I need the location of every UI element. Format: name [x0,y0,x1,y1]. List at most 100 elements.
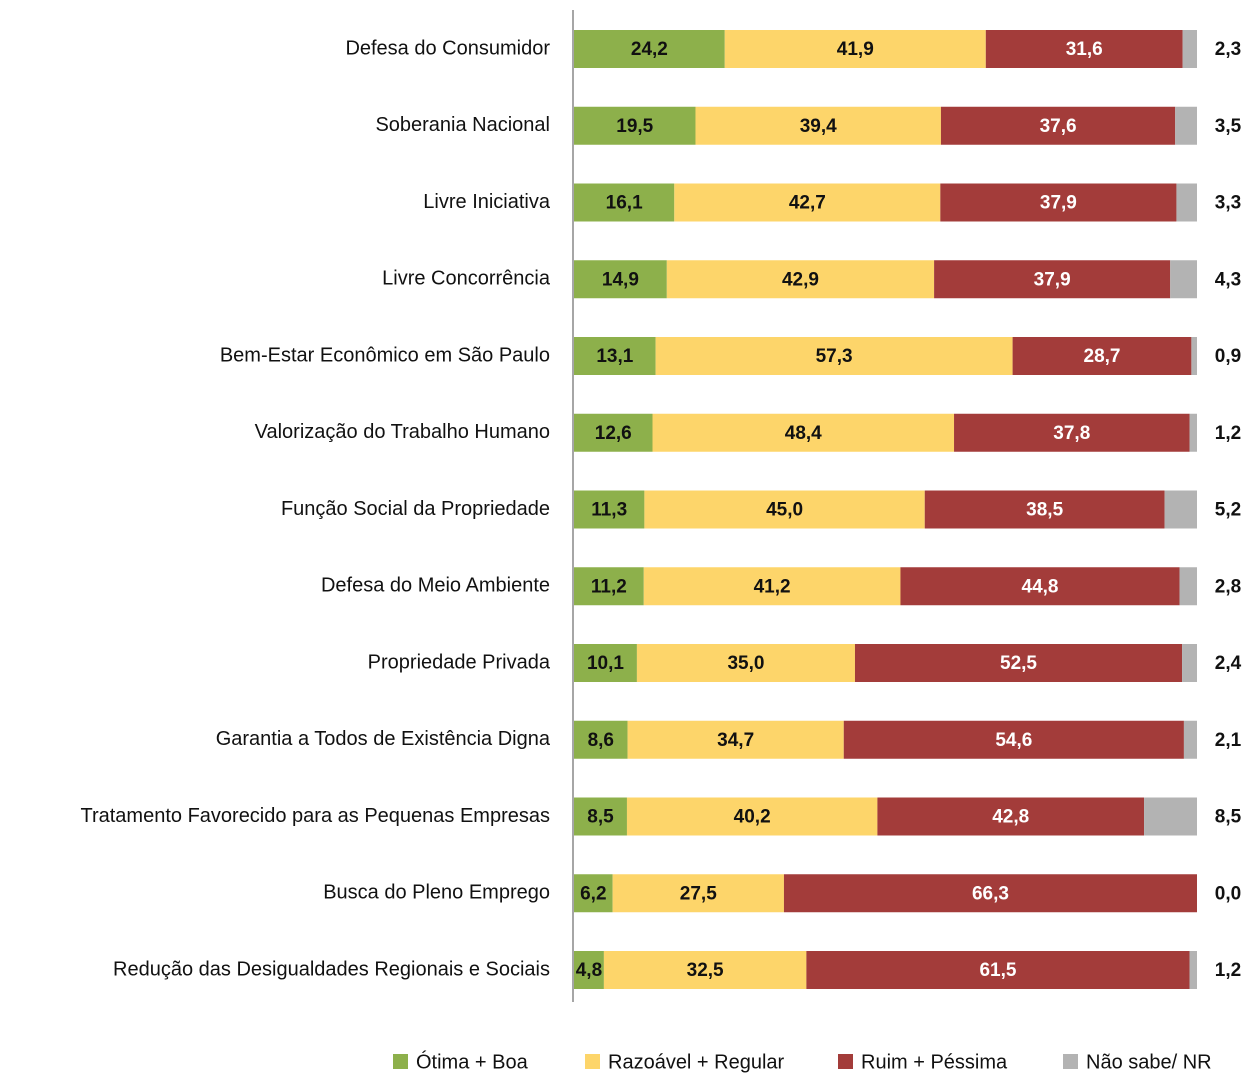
data-label: 41,9 [837,39,874,60]
data-label: 57,3 [816,346,853,367]
data-label: 16,1 [606,193,643,214]
category-label: Defesa do Meio Ambiente [321,575,550,597]
legend-label: Não sabe/ NR [1086,1051,1212,1073]
data-label: 5,2 [1215,500,1241,521]
data-label: 0,9 [1215,346,1241,367]
bar-segment [954,413,1190,452]
data-label: 31,6 [1066,39,1103,60]
bar-segment [574,30,725,68]
bar-segment [783,874,1197,913]
bar-segment [626,797,878,836]
data-label: 10,1 [587,653,624,674]
data-label: 2,4 [1215,653,1242,674]
category-label: Função Social da Propriedade [281,498,550,520]
bar-segment [1012,337,1192,375]
data-label: 37,8 [1053,423,1090,444]
data-label: 40,2 [734,807,771,828]
bar-segment [934,260,1171,299]
data-label: 11,3 [591,500,627,521]
bar-segment [695,106,941,145]
data-label: 4,3 [1215,269,1241,290]
legend-swatch [838,1054,853,1069]
data-label: 38,5 [1026,500,1063,521]
bar-segment [627,720,844,759]
data-label: 45,0 [766,500,803,521]
category-label: Garantia a Todos de Existência Digna [216,728,551,750]
data-label: 11,2 [591,576,627,597]
data-label: 42,8 [992,807,1029,828]
bar-segment [724,30,986,68]
bar-segment [877,797,1145,836]
bar-segment [940,106,1176,145]
category-label: Busca do Pleno Emprego [323,882,550,904]
bar-segment [1182,30,1197,68]
legend-label: Ótima + Boa [416,1050,529,1073]
bar-segment [843,720,1184,759]
bar-segment [666,260,935,299]
bar-segment [574,413,653,452]
bar-segment [655,337,1013,375]
bar-segment [1170,260,1197,299]
category-label: Soberania Nacional [375,114,550,136]
data-label: 35,0 [727,653,764,674]
data-label: 3,5 [1215,116,1242,137]
data-label: 52,5 [1000,653,1037,674]
legend-swatch [585,1054,600,1069]
data-label: 41,2 [754,576,791,597]
data-label: 37,6 [1040,116,1077,137]
bar-segment [643,567,901,606]
bar-segment [1176,183,1197,222]
category-label: Propriedade Privada [368,651,551,673]
bar-segment [1189,951,1197,989]
bar-segment [574,260,667,299]
bar-segment [612,874,784,913]
legend-swatch [393,1054,408,1069]
data-label: 48,4 [785,423,822,444]
category-label: Livre Concorrência [382,268,551,290]
bar-segment [1191,337,1197,375]
bar-segment [1189,413,1197,452]
data-label: 66,3 [972,883,1009,904]
data-label: 2,8 [1215,576,1241,597]
data-label: 1,2 [1215,960,1241,981]
legend-swatch [1063,1054,1078,1069]
category-label: Defesa do Consumidor [345,37,550,59]
category-label: Valorização do Trabalho Humano [255,421,550,443]
data-label: 39,4 [800,116,837,137]
bar-segment [574,874,613,913]
bar-segment [1144,797,1197,836]
category-label: Livre Iniciativa [423,191,551,213]
bar-segment [985,30,1183,68]
data-label: 42,9 [782,269,819,290]
bar-segment [574,106,696,145]
data-label: 32,5 [687,960,724,981]
data-label: 13,1 [596,346,633,367]
data-label: 42,7 [789,193,826,214]
bar-segment [940,183,1177,222]
legend-label: Razoável + Regular [608,1051,785,1073]
bar-segment [924,490,1165,529]
data-label: 6,2 [580,883,606,904]
data-label: 4,8 [576,960,602,981]
data-label: 2,1 [1215,730,1242,751]
data-label: 27,5 [680,883,717,904]
data-label: 24,2 [631,39,668,60]
bar-segment [674,183,941,222]
data-label: 54,6 [995,730,1032,751]
bar-segment [574,567,644,606]
bar-segment [574,183,675,222]
data-label: 0,0 [1215,883,1241,904]
bar-segment [1164,490,1197,529]
data-label: 1,2 [1215,423,1241,444]
bar-segment [1175,106,1197,145]
bar-segment [603,951,807,989]
bar-segment [574,337,656,375]
bar-segment [574,490,645,529]
legend-label: Ruim + Péssima [861,1051,1008,1073]
data-label: 2,3 [1215,39,1241,60]
bar-segment [574,797,627,836]
data-label: 44,8 [1022,576,1059,597]
data-label: 28,7 [1084,346,1121,367]
bar-segment [806,951,1190,989]
